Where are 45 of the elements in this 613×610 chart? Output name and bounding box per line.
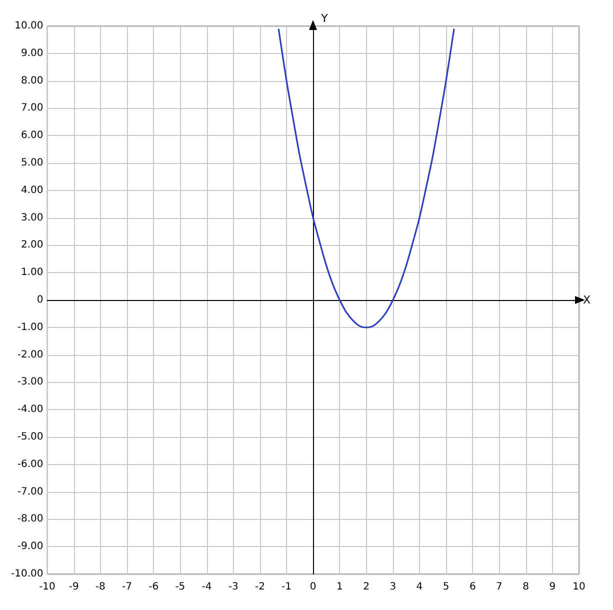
x-tick-label: -10: [39, 582, 56, 592]
x-tick-label: -5: [175, 582, 186, 592]
y-tick-label: -1.00: [17, 322, 44, 333]
y-tick-label: -2.00: [17, 349, 44, 360]
x-tick-label: 1: [336, 582, 343, 592]
y-tick-label: 2.00: [20, 240, 44, 251]
x-tick-label: 8: [522, 582, 530, 592]
x-tick-label: 10: [572, 582, 586, 592]
y-tick-label: -10.00: [10, 568, 44, 580]
x-tick-label: -1: [282, 582, 292, 592]
x-tick-label: -9: [68, 582, 79, 592]
x-tick-label: -8: [95, 582, 106, 592]
x-axis-title: X: [583, 294, 591, 306]
y-tick-label: 8.00: [20, 75, 44, 86]
x-tick-label: 4: [416, 582, 423, 592]
y-tick-label: 10.00: [14, 20, 44, 32]
line-series: [278, 28, 455, 328]
x-tick-label: -4: [202, 582, 212, 592]
y-tick-label: 1.00: [20, 267, 44, 278]
y-tick-label: 0: [36, 294, 44, 306]
y-tick-label: -3.00: [17, 376, 44, 388]
x-tick-label: 3: [390, 582, 396, 592]
y-tick-label: -4.00: [17, 404, 44, 416]
x-tick-label: 0: [310, 582, 316, 592]
x-tick-label: 9: [549, 582, 556, 592]
y-tick-label: 6.00: [20, 130, 44, 142]
y-tick-label: 4.00: [20, 184, 44, 196]
x-tick-label: 2: [363, 582, 370, 592]
y-tick-label: 7.00: [20, 102, 44, 114]
y-tick-label: -6.00: [17, 458, 44, 470]
x-tick-label: -7: [122, 582, 132, 592]
y-tick-label: -8.00: [17, 514, 44, 525]
y-axis-title: Y: [320, 12, 328, 25]
y-tick-label: 9.00: [20, 48, 44, 59]
x-tick-label: 5: [442, 582, 450, 592]
x-tick-label: -6: [148, 582, 159, 592]
y-tick-label: 3.00: [20, 212, 44, 224]
x-tick-label: 6: [469, 582, 476, 592]
y-tick-label: 5.00: [20, 158, 44, 168]
x-tick-label: 7: [496, 582, 502, 592]
x-tick-label: -3: [228, 582, 238, 592]
y-tick-label: -9.00: [17, 541, 44, 552]
x-tick-label: -2: [254, 582, 265, 592]
y-tick-label: -5.00: [17, 432, 44, 442]
y-tick-label: -7.00: [17, 486, 44, 498]
